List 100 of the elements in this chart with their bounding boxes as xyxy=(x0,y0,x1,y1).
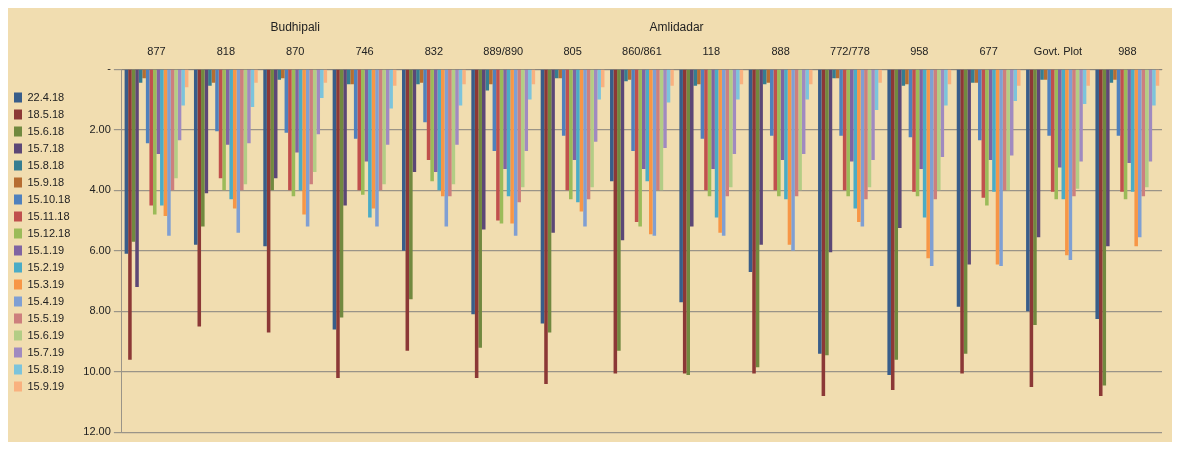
legend-label: 15.4.19 xyxy=(27,294,65,307)
text: Amlidadar xyxy=(649,20,704,35)
bar xyxy=(1026,69,1030,312)
bar xyxy=(1057,69,1062,168)
bar xyxy=(496,69,500,221)
y-tick-label: - xyxy=(107,62,112,75)
y-tick-label: 10.00 xyxy=(83,364,111,377)
legend-label: 15.11.18 xyxy=(27,209,70,222)
bar xyxy=(489,69,493,85)
bar xyxy=(1040,69,1044,80)
bar xyxy=(510,69,514,224)
bar xyxy=(974,69,979,83)
legend-label: 15.1.19 xyxy=(27,243,65,256)
bar xyxy=(937,69,941,191)
bar xyxy=(999,69,1003,266)
legend-label: 18.5.18 xyxy=(27,107,65,120)
bar xyxy=(416,69,420,85)
legend-label: 15.7.19 xyxy=(27,345,65,358)
bar xyxy=(1072,69,1076,197)
x-tick-label: 958 xyxy=(910,44,929,57)
bar xyxy=(926,69,930,259)
bar xyxy=(617,69,621,351)
bar xyxy=(791,69,795,251)
legend-label: 15.9.18 xyxy=(27,175,65,188)
bar xyxy=(277,69,282,80)
bar xyxy=(697,69,701,85)
bar xyxy=(769,69,774,136)
bar xyxy=(270,69,274,191)
bar xyxy=(1098,69,1103,397)
x-tick-label: 888 xyxy=(771,44,790,57)
bar xyxy=(919,69,923,170)
legend-label: 15.6.19 xyxy=(27,328,65,341)
bar xyxy=(201,69,205,227)
bar xyxy=(128,69,132,360)
bar xyxy=(686,69,690,375)
bar xyxy=(149,69,153,206)
bar xyxy=(825,69,829,356)
bar xyxy=(933,69,938,200)
bar xyxy=(181,69,185,106)
bar xyxy=(462,69,466,85)
y-tick-label: 2.00 xyxy=(89,122,111,135)
bar xyxy=(142,69,146,79)
bar xyxy=(808,69,813,85)
bar xyxy=(905,69,909,85)
bar xyxy=(448,69,452,197)
bar xyxy=(846,69,850,197)
bar xyxy=(1054,69,1058,200)
bar xyxy=(649,69,653,235)
bar xyxy=(670,69,674,86)
bar xyxy=(759,69,763,245)
bar xyxy=(167,69,171,236)
bar xyxy=(818,69,822,354)
bar xyxy=(992,69,996,192)
legend-label: 15.6.18 xyxy=(27,124,65,137)
bar xyxy=(222,69,226,191)
bar xyxy=(978,69,982,141)
bar xyxy=(631,69,635,151)
bar xyxy=(679,69,683,303)
legend-label: 15.12.18 xyxy=(27,226,71,239)
bar xyxy=(898,69,902,229)
text: Budhipali xyxy=(270,20,320,35)
bar xyxy=(798,69,802,191)
bar xyxy=(481,69,486,230)
bar xyxy=(645,69,650,182)
bar xyxy=(440,69,445,197)
legend-label: 15.2.19 xyxy=(27,260,65,273)
bar xyxy=(208,69,212,86)
bar xyxy=(236,69,241,233)
x-tick-label: 877 xyxy=(147,44,166,57)
legend-label: 15.3.19 xyxy=(27,277,65,290)
bar xyxy=(853,69,858,209)
bar xyxy=(437,69,441,191)
bar xyxy=(247,69,251,144)
bar xyxy=(690,69,694,227)
bar xyxy=(160,69,164,206)
bar xyxy=(736,69,740,100)
x-tick-label: 832 xyxy=(424,44,444,57)
bar xyxy=(777,69,781,197)
bar xyxy=(912,69,916,192)
x-tick-label: 677 xyxy=(979,44,998,57)
bar xyxy=(551,69,555,233)
bar xyxy=(1120,69,1124,192)
x-tick-label: 988 xyxy=(1118,44,1137,57)
bar xyxy=(656,69,660,191)
x-tick-label: 860/861 xyxy=(622,44,662,57)
bar xyxy=(316,69,321,135)
bar xyxy=(832,69,836,79)
bar xyxy=(135,69,139,288)
bar xyxy=(423,69,427,123)
bar xyxy=(254,69,258,83)
bar xyxy=(569,69,573,200)
bar xyxy=(967,69,971,265)
bar xyxy=(1047,69,1051,136)
bar xyxy=(382,69,386,185)
bar xyxy=(357,69,361,191)
bar xyxy=(152,69,157,215)
bar xyxy=(878,69,882,83)
bar xyxy=(1134,69,1138,247)
bar xyxy=(805,69,809,100)
bar xyxy=(174,69,178,179)
